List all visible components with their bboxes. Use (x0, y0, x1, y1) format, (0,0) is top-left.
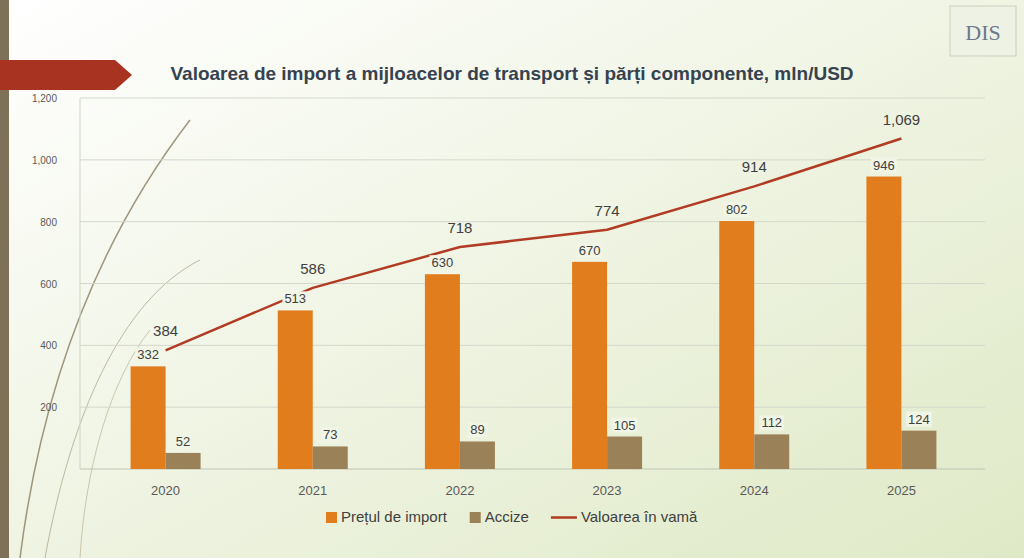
legend-item: Accize (470, 508, 529, 525)
bar-label: 630 (432, 255, 454, 270)
grid-line (80, 98, 985, 99)
line-label: 914 (742, 158, 767, 175)
bar-label: 670 (579, 243, 601, 258)
logo-box (950, 6, 1016, 56)
x-tick-label: 2021 (298, 483, 327, 498)
line-label: 774 (595, 202, 620, 219)
bar (754, 434, 789, 469)
bar (866, 177, 901, 469)
bar-label: 112 (761, 415, 782, 430)
grid-line (80, 345, 985, 346)
line-label: 384 (153, 322, 178, 339)
title: Valoarea de import a mijloacelor de tran… (170, 63, 853, 84)
x-tick-label: 2020 (151, 483, 180, 498)
decor-curve (45, 260, 200, 558)
line-label: 718 (447, 219, 472, 236)
bar-label: 124 (908, 412, 930, 427)
label-patch (135, 347, 161, 362)
x-tick-label: 2023 (593, 483, 622, 498)
bar (719, 221, 754, 469)
bar-label: 89 (470, 422, 484, 437)
bar (607, 437, 642, 469)
y-tick-label: 800 (40, 217, 57, 228)
x-axis-line (80, 469, 985, 470)
label-patch (321, 427, 339, 442)
label-patch (612, 418, 638, 433)
legend-item: Prețul de import (326, 508, 448, 525)
grid-line (80, 221, 985, 222)
grid-line (80, 407, 985, 408)
label-patch (430, 255, 456, 270)
label-patch (282, 291, 308, 306)
title-line: Valoarea de import a mijloacelor de tran… (170, 63, 853, 84)
grid-line (80, 283, 985, 284)
bar (131, 366, 166, 469)
label-patch (577, 243, 603, 258)
y-tick-label: 600 (40, 279, 57, 290)
legend-item: Valoarea în vamă (551, 508, 698, 525)
bar-label: 946 (873, 158, 895, 173)
legend-swatch (551, 516, 577, 519)
legend: Prețul de import Accize Valoarea în vamă (326, 508, 698, 525)
x-tick-label: 2022 (445, 483, 474, 498)
line-label: 1,069 (883, 111, 921, 128)
bar-label: 802 (726, 202, 748, 217)
bar (313, 446, 348, 469)
grid-line (80, 159, 985, 160)
data-labels: 332 513 630 670 802 946 52 73 89 105 112 124 384 586 7… (135, 111, 932, 449)
y-tick-label: 1,200 (32, 93, 57, 104)
label-patch (871, 158, 897, 173)
bar-label: 52 (176, 434, 190, 449)
label-patch (906, 412, 932, 427)
decor-arrow (0, 60, 132, 90)
label-patch (724, 202, 750, 217)
bar (425, 274, 460, 469)
bar (901, 431, 936, 469)
x-tick-label: 2025 (887, 483, 916, 498)
logo-text: DIS (965, 20, 1000, 45)
line-label: 586 (300, 260, 325, 277)
x-tick-label: 2024 (740, 483, 769, 498)
y-tick-label: 400 (40, 340, 57, 351)
legend-swatch (326, 512, 337, 523)
bar-label: 332 (137, 347, 159, 362)
background (0, 0, 1024, 558)
y-tick-label: 200 (40, 402, 57, 413)
bar-label: 105 (614, 418, 636, 433)
label-patch (759, 415, 784, 430)
bar (278, 310, 313, 469)
legend-label: Prețul de import (341, 508, 448, 525)
bar (166, 453, 201, 469)
legend-label: Valoarea în vamă (581, 508, 698, 525)
bar-label: 513 (284, 291, 306, 306)
legend-swatch (470, 512, 481, 523)
label-patch (468, 422, 486, 437)
chart: DIS Valoarea de import a mijloacelor de t… (0, 0, 1024, 558)
decor-curve (20, 120, 190, 558)
bar (460, 441, 495, 469)
bar (572, 262, 607, 469)
legend-label: Accize (485, 508, 529, 525)
bar-label: 73 (323, 427, 337, 442)
y-tick-label: 1,000 (32, 155, 57, 166)
line (166, 139, 902, 351)
marks (131, 139, 937, 470)
label-patch (174, 434, 192, 449)
